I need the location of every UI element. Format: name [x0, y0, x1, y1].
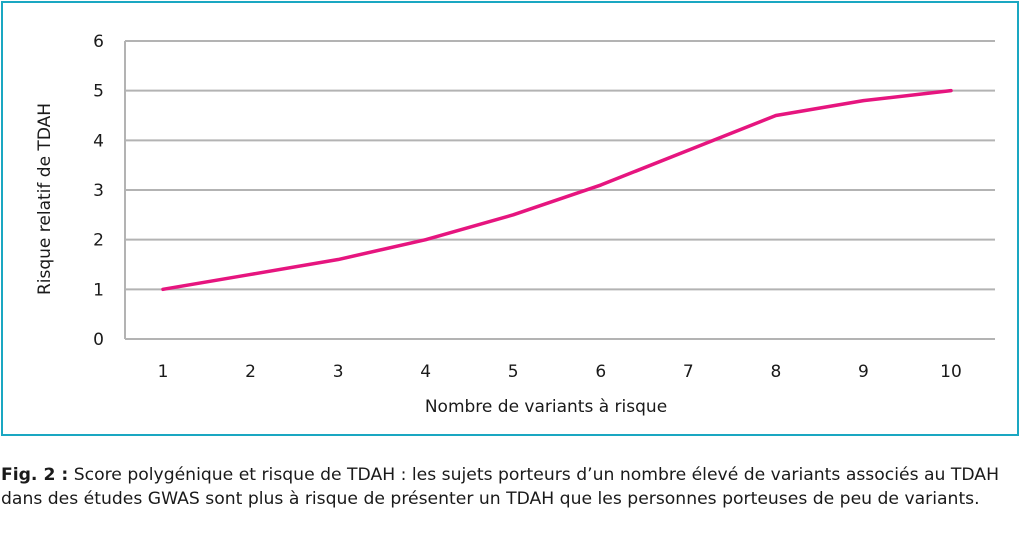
y-tick-label: 1: [93, 280, 104, 300]
grid-lines: [124, 40, 995, 340]
x-tick-label: 3: [333, 362, 344, 382]
data-point: [686, 148, 690, 152]
data-point: [774, 114, 778, 117]
x-axis-ticks: 1 2 3 4 5 6 7 8 9 10: [158, 362, 962, 382]
x-axis-label: Nombre de variants à risque: [425, 397, 667, 417]
series-layer: [161, 88, 953, 292]
caption-label: Fig. 2 :: [1, 465, 69, 485]
data-point: [336, 258, 340, 262]
x-tick-label: 1: [158, 362, 169, 382]
data-point: [861, 99, 865, 103]
data-point: [511, 213, 515, 217]
y-tick-label: 4: [93, 131, 104, 151]
x-tick-label: 9: [858, 362, 869, 382]
x-tick-label: 6: [595, 362, 606, 382]
x-tick-label: 10: [940, 362, 962, 382]
y-tick-label: 2: [93, 231, 104, 251]
chart-frame: 0 1 2 3 4 5 6 1 2 3 4 5 6 7 8 9 10 Nombre de variants à…: [1, 1, 1019, 436]
y-tick-label: 3: [93, 181, 104, 201]
data-point: [599, 183, 603, 187]
y-tick-label: 0: [93, 330, 104, 350]
data-point: [949, 89, 953, 93]
x-tick-label: 4: [420, 362, 431, 382]
x-tick-label: 5: [508, 362, 519, 382]
x-tick-label: 2: [245, 362, 256, 382]
x-tick-label: 7: [683, 362, 694, 382]
data-point: [424, 238, 428, 242]
caption-text: Score polygénique et risque de TDAH : le…: [1, 465, 999, 509]
x-tick-label: 8: [770, 362, 781, 382]
figure-caption: Fig. 2 : Score polygénique et risque de …: [1, 463, 1021, 511]
y-tick-label: 6: [93, 32, 104, 52]
y-axis-label: Risque relatif de TDAH: [35, 103, 55, 295]
data-point: [249, 272, 253, 276]
series-line: [161, 88, 953, 292]
y-axis-ticks: 0 1 2 3 4 5 6: [93, 32, 104, 350]
line-chart: 0 1 2 3 4 5 6 1 2 3 4 5 6 7 8 9 10 Nombre de variants à…: [35, 32, 995, 417]
y-tick-label: 5: [93, 82, 104, 102]
data-point: [161, 287, 165, 291]
